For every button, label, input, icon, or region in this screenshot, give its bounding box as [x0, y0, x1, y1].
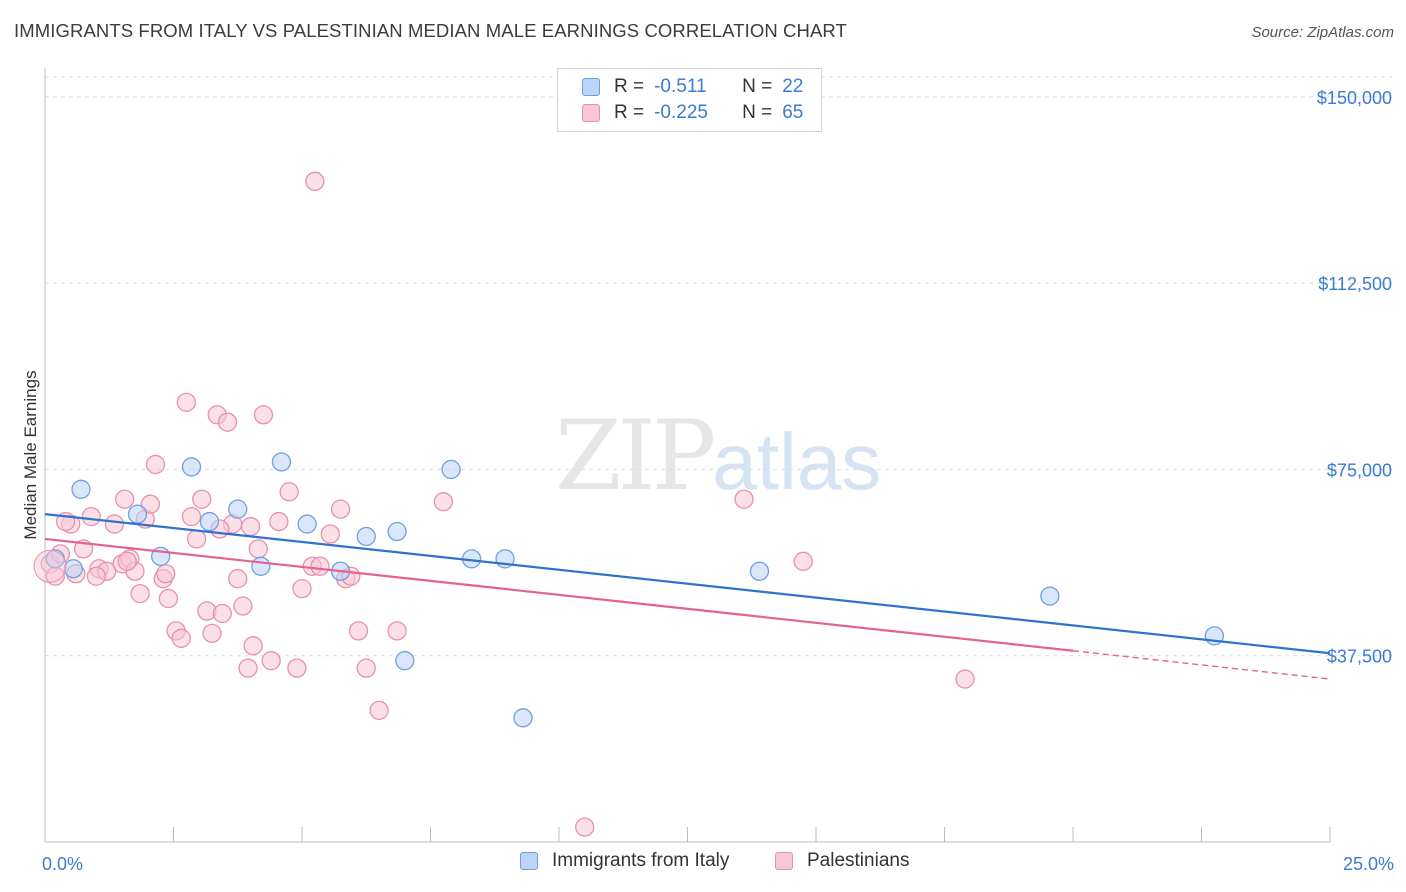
x-tick-label: 25.0%	[1343, 854, 1394, 874]
palestinian-point	[145, 454, 166, 475]
palestinian-point	[243, 636, 263, 656]
palestinian-point	[171, 628, 191, 648]
italy-point	[1040, 586, 1060, 606]
palestinian-point	[320, 524, 340, 544]
y-tick-label: $37,500	[1327, 647, 1392, 667]
palestinian-point	[238, 658, 258, 678]
palestinian-point	[330, 499, 351, 519]
palestinian-cluster-point	[33, 549, 67, 583]
palestinian-point	[130, 583, 150, 604]
palestinian-trend-extension	[1072, 650, 1331, 680]
palestinian-point	[248, 539, 268, 559]
italy-point	[199, 511, 220, 532]
palestinian-point	[575, 817, 595, 837]
palestinian-point	[734, 489, 754, 509]
palestinian-point	[140, 494, 161, 514]
italy-point	[127, 504, 148, 524]
watermark-zip: ZIP	[555, 400, 716, 512]
italy-point	[441, 459, 461, 480]
palestinian-point	[81, 506, 101, 527]
y-axis-label: Median Male Earnings	[21, 370, 40, 539]
palestinian-point	[233, 596, 253, 616]
chart-title: IMMIGRANTS FROM ITALY VS PALESTINIAN MED…	[14, 20, 847, 41]
italy-swatch-icon	[520, 852, 538, 870]
palestinian-point	[305, 171, 325, 191]
italy-point	[513, 708, 533, 728]
legend-n-value: 65	[782, 102, 804, 123]
italy-point	[749, 561, 770, 581]
italy-point	[356, 526, 376, 547]
x-tick-label: 0.0%	[42, 854, 83, 874]
palestinian-point	[186, 529, 207, 549]
palestinian-point	[310, 556, 330, 576]
bottom-legend-italy: Immigrants from Italy	[520, 850, 729, 872]
legend-n-label: N =	[742, 76, 773, 97]
palestinian-point	[356, 658, 376, 678]
palestinian-point	[387, 621, 407, 641]
bottom-legend-palestinians: Palestinians	[775, 850, 909, 872]
italy-swatch-icon	[582, 78, 600, 96]
palestinian-point	[269, 511, 289, 532]
y-tick-label: $75,000	[1327, 460, 1392, 480]
palestinian-point	[287, 658, 307, 678]
italy-point	[387, 521, 407, 542]
italy-point	[271, 452, 292, 472]
italy-point	[297, 514, 317, 534]
palestinian-point	[433, 492, 454, 512]
palestinian-point	[369, 700, 389, 721]
palestinian-point	[192, 489, 212, 509]
italy-point	[228, 499, 248, 519]
palestinian-trend-line	[44, 537, 1074, 652]
legend-n-label: N =	[742, 102, 773, 123]
legend-row-palestinians: R = -0.225 N = 65	[582, 101, 803, 125]
palestinian-point	[181, 506, 202, 527]
legend-row-italy: R = -0.511 N = 22	[582, 75, 803, 99]
italy-point	[181, 457, 202, 477]
palestinian-point	[261, 651, 281, 671]
legend-r-value: -0.511	[654, 76, 707, 97]
palestinian-point	[292, 578, 312, 599]
y-tick-label: $150,000	[1317, 88, 1392, 108]
italy-point	[71, 479, 91, 499]
palestinian-point	[86, 566, 107, 586]
watermark: ZIPatlas	[555, 400, 881, 512]
palestinian-point	[793, 551, 813, 571]
palestinian-point	[202, 623, 222, 644]
series-name-palestinians: Palestinians	[807, 850, 910, 871]
palestinian-point	[176, 392, 197, 413]
italy-point	[251, 556, 271, 576]
italy-point	[63, 559, 83, 579]
palestinian-point	[279, 482, 299, 502]
palestinians-swatch-icon	[582, 104, 600, 122]
legend-r-label: R =	[614, 102, 645, 123]
palestinian-point	[955, 669, 975, 689]
legend-r-label: R =	[614, 76, 645, 97]
palestinian-point	[228, 569, 248, 589]
legend-n-value: 22	[782, 76, 804, 97]
italy-point	[395, 651, 415, 671]
source-label: Source: ZipAtlas.com	[1251, 24, 1394, 41]
y-tick-label: $112,500	[1318, 274, 1392, 294]
palestinian-point	[217, 412, 238, 432]
palestinian-point	[253, 405, 274, 425]
legend-r-value: -0.225	[654, 102, 708, 123]
palestinian-point	[158, 588, 179, 609]
palestinian-point	[117, 551, 137, 571]
palestinian-point	[212, 603, 232, 624]
series-name-italy: Immigrants from Italy	[552, 850, 730, 871]
palestinian-point	[348, 621, 369, 641]
palestinian-point	[104, 514, 125, 534]
palestinians-swatch-icon	[775, 852, 793, 870]
palestinian-point	[115, 489, 135, 509]
correlation-legend: R = -0.511 N = 22 R = -0.225 N = 65	[557, 68, 822, 132]
palestinian-point	[240, 516, 261, 537]
palestinian-point	[156, 564, 176, 584]
italy-trend-line	[44, 513, 1331, 655]
